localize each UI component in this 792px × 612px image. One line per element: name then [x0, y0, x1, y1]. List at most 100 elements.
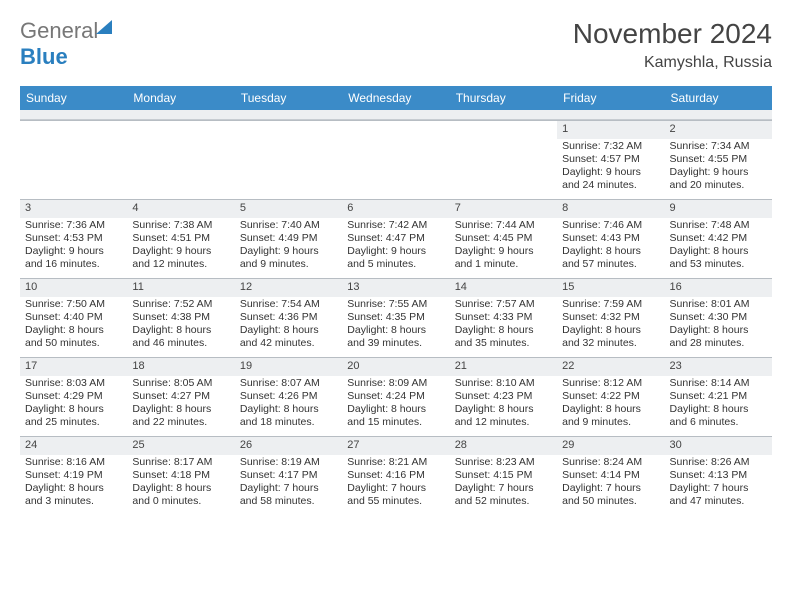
daylight-line1: Daylight: 8 hours — [347, 324, 444, 337]
day-cell: 1Sunrise: 7:32 AMSunset: 4:57 PMDaylight… — [557, 121, 664, 199]
day-cell: 16Sunrise: 8:01 AMSunset: 4:30 PMDayligh… — [665, 279, 772, 357]
day-number: 14 — [450, 279, 557, 297]
daylight-line1: Daylight: 8 hours — [347, 403, 444, 416]
sunrise: Sunrise: 7:55 AM — [347, 298, 444, 311]
day-body: Sunrise: 8:26 AMSunset: 4:13 PMDaylight:… — [665, 455, 772, 512]
day-number: 10 — [20, 279, 127, 297]
daylight-line1: Daylight: 8 hours — [25, 482, 122, 495]
daylight-line1: Daylight: 8 hours — [132, 403, 229, 416]
day-cell: 26Sunrise: 8:19 AMSunset: 4:17 PMDayligh… — [235, 437, 342, 515]
sunset: Sunset: 4:51 PM — [132, 232, 229, 245]
daylight-line2: and 50 minutes. — [25, 337, 122, 350]
daylight-line2: and 6 minutes. — [670, 416, 767, 429]
daylight-line2: and 55 minutes. — [347, 495, 444, 508]
day-cell — [20, 121, 127, 199]
dow-thursday: Thursday — [450, 86, 557, 110]
sunrise: Sunrise: 8:10 AM — [455, 377, 552, 390]
day-body: Sunrise: 7:44 AMSunset: 4:45 PMDaylight:… — [450, 218, 557, 275]
day-number: 20 — [342, 358, 449, 376]
day-number: 28 — [450, 437, 557, 455]
day-cell: 5Sunrise: 7:40 AMSunset: 4:49 PMDaylight… — [235, 200, 342, 278]
sunrise: Sunrise: 8:17 AM — [132, 456, 229, 469]
sunrise: Sunrise: 7:32 AM — [562, 140, 659, 153]
sunrise: Sunrise: 8:16 AM — [25, 456, 122, 469]
dow-tuesday: Tuesday — [235, 86, 342, 110]
daylight-line1: Daylight: 7 hours — [562, 482, 659, 495]
daylight-line1: Daylight: 8 hours — [132, 482, 229, 495]
sunrise: Sunrise: 7:46 AM — [562, 219, 659, 232]
day-body: Sunrise: 8:05 AMSunset: 4:27 PMDaylight:… — [127, 376, 234, 433]
sunrise: Sunrise: 7:50 AM — [25, 298, 122, 311]
day-cell: 25Sunrise: 8:17 AMSunset: 4:18 PMDayligh… — [127, 437, 234, 515]
daylight-line1: Daylight: 9 hours — [132, 245, 229, 258]
daylight-line1: Daylight: 9 hours — [455, 245, 552, 258]
daylight-line1: Daylight: 9 hours — [25, 245, 122, 258]
day-cell: 13Sunrise: 7:55 AMSunset: 4:35 PMDayligh… — [342, 279, 449, 357]
logo-part1: General — [20, 18, 98, 43]
sunrise: Sunrise: 8:21 AM — [347, 456, 444, 469]
daylight-line1: Daylight: 9 hours — [670, 166, 767, 179]
sunrise: Sunrise: 8:07 AM — [240, 377, 337, 390]
daylight-line2: and 47 minutes. — [670, 495, 767, 508]
sunset: Sunset: 4:16 PM — [347, 469, 444, 482]
daylight-line2: and 22 minutes. — [132, 416, 229, 429]
day-body: Sunrise: 7:34 AMSunset: 4:55 PMDaylight:… — [665, 139, 772, 196]
day-body: Sunrise: 8:03 AMSunset: 4:29 PMDaylight:… — [20, 376, 127, 433]
sunrise: Sunrise: 7:57 AM — [455, 298, 552, 311]
daylight-line1: Daylight: 8 hours — [670, 245, 767, 258]
daylight-line2: and 39 minutes. — [347, 337, 444, 350]
week-row: 10Sunrise: 7:50 AMSunset: 4:40 PMDayligh… — [20, 278, 772, 357]
sunset: Sunset: 4:24 PM — [347, 390, 444, 403]
week-row: 3Sunrise: 7:36 AMSunset: 4:53 PMDaylight… — [20, 199, 772, 278]
daylight-line2: and 15 minutes. — [347, 416, 444, 429]
day-cell — [342, 121, 449, 199]
daylight-line2: and 35 minutes. — [455, 337, 552, 350]
sunset: Sunset: 4:13 PM — [670, 469, 767, 482]
sunset: Sunset: 4:27 PM — [132, 390, 229, 403]
sunrise: Sunrise: 7:40 AM — [240, 219, 337, 232]
daylight-line2: and 28 minutes. — [670, 337, 767, 350]
day-number: 19 — [235, 358, 342, 376]
day-cell: 21Sunrise: 8:10 AMSunset: 4:23 PMDayligh… — [450, 358, 557, 436]
day-body: Sunrise: 7:54 AMSunset: 4:36 PMDaylight:… — [235, 297, 342, 354]
sunrise: Sunrise: 7:42 AM — [347, 219, 444, 232]
day-cell: 18Sunrise: 8:05 AMSunset: 4:27 PMDayligh… — [127, 358, 234, 436]
sunrise: Sunrise: 7:52 AM — [132, 298, 229, 311]
day-number: 4 — [127, 200, 234, 218]
sunset: Sunset: 4:49 PM — [240, 232, 337, 245]
day-cell: 10Sunrise: 7:50 AMSunset: 4:40 PMDayligh… — [20, 279, 127, 357]
day-cell: 20Sunrise: 8:09 AMSunset: 4:24 PMDayligh… — [342, 358, 449, 436]
day-cell: 24Sunrise: 8:16 AMSunset: 4:19 PMDayligh… — [20, 437, 127, 515]
sunrise: Sunrise: 8:09 AM — [347, 377, 444, 390]
day-body: Sunrise: 8:14 AMSunset: 4:21 PMDaylight:… — [665, 376, 772, 433]
daylight-line2: and 0 minutes. — [132, 495, 229, 508]
daylight-line2: and 5 minutes. — [347, 258, 444, 271]
day-number: 24 — [20, 437, 127, 455]
sunset: Sunset: 4:14 PM — [562, 469, 659, 482]
day-cell: 28Sunrise: 8:23 AMSunset: 4:15 PMDayligh… — [450, 437, 557, 515]
sunset: Sunset: 4:42 PM — [670, 232, 767, 245]
daylight-line2: and 57 minutes. — [562, 258, 659, 271]
day-body: Sunrise: 7:42 AMSunset: 4:47 PMDaylight:… — [342, 218, 449, 275]
day-number: 17 — [20, 358, 127, 376]
sunset: Sunset: 4:15 PM — [455, 469, 552, 482]
day-body: Sunrise: 7:40 AMSunset: 4:49 PMDaylight:… — [235, 218, 342, 275]
daylight-line2: and 9 minutes. — [240, 258, 337, 271]
sunrise: Sunrise: 8:03 AM — [25, 377, 122, 390]
header: General Blue November 2024 Kamyshla, Rus… — [20, 18, 772, 72]
title-block: November 2024 Kamyshla, Russia — [573, 18, 772, 72]
day-cell: 14Sunrise: 7:57 AMSunset: 4:33 PMDayligh… — [450, 279, 557, 357]
day-body: Sunrise: 7:55 AMSunset: 4:35 PMDaylight:… — [342, 297, 449, 354]
daylight-line2: and 1 minute. — [455, 258, 552, 271]
day-number: 8 — [557, 200, 664, 218]
week-row: 1Sunrise: 7:32 AMSunset: 4:57 PMDaylight… — [20, 120, 772, 199]
day-body: Sunrise: 7:52 AMSunset: 4:38 PMDaylight:… — [127, 297, 234, 354]
day-cell: 9Sunrise: 7:48 AMSunset: 4:42 PMDaylight… — [665, 200, 772, 278]
daylight-line1: Daylight: 8 hours — [132, 324, 229, 337]
day-number: 12 — [235, 279, 342, 297]
day-number: 16 — [665, 279, 772, 297]
day-body: Sunrise: 7:36 AMSunset: 4:53 PMDaylight:… — [20, 218, 127, 275]
daylight-line2: and 18 minutes. — [240, 416, 337, 429]
day-body: Sunrise: 8:07 AMSunset: 4:26 PMDaylight:… — [235, 376, 342, 433]
day-number: 30 — [665, 437, 772, 455]
